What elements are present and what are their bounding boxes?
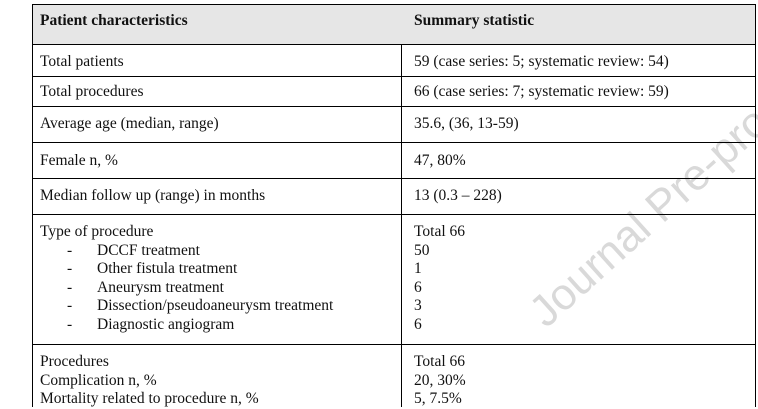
procedure-type-labels: Type of procedure - DCCF treatment - Other… [40, 223, 333, 334]
procedures-labels: Procedures Complication n, % Mortality r… [40, 353, 259, 409]
bullet-dash: - [67, 297, 73, 314]
procedure-type-heading: Type of procedure [40, 223, 154, 240]
procedure-type-item: - DCCF treatment [40, 242, 333, 261]
table-row: Average age (median, range) 35.6, (36, 1… [33, 107, 755, 143]
procedure-type-item: - Other fistula treatment [40, 260, 333, 279]
row-label: Median follow up (range) in months [40, 187, 266, 204]
procedure-type-row: Type of procedure - DCCF treatment - Other… [33, 215, 755, 345]
procedure-type-item-value: 1 [414, 260, 422, 277]
procedures-row: Procedures Complication n, % Mortality r… [33, 345, 755, 408]
complication-value: 20, 30% [414, 371, 466, 389]
row-label: Total procedures [40, 83, 144, 100]
procedure-type-item-value: 50 [414, 241, 430, 259]
bullet-dash: - [67, 260, 73, 277]
procedure-type-values: Total 66 50 1 6 3 6 [414, 223, 465, 334]
procedure-type-item-label: DCCF treatment [97, 241, 200, 259]
procedure-type-item: - Diagnostic angiogram [40, 316, 333, 335]
procedures-label: Procedures [40, 353, 109, 370]
table-row: Total procedures 66 (case series: 7; sys… [33, 77, 755, 107]
procedure-type-item-label: Diagnostic angiogram [97, 315, 235, 333]
header-summary-statistic: Summary statistic [414, 12, 535, 29]
row-value: 66 (case series: 7; systematic review: 5… [414, 83, 669, 100]
procedure-type-item-label: Other fistula treatment [97, 260, 238, 277]
row-value: 47, 80% [414, 152, 466, 169]
table-row: Median follow up (range) in months 13 (0… [33, 179, 755, 215]
bullet-dash: - [67, 315, 73, 333]
procedure-type-item: - Dissection/pseudoaneurysm treatment [40, 297, 333, 316]
procedure-type-item-label: Dissection/pseudoaneurysm treatment [97, 297, 334, 314]
column-divider [401, 5, 402, 407]
bullet-dash: - [67, 241, 73, 259]
procedure-type-item-value: 3 [414, 297, 422, 314]
table-header-row: Patient characteristics Summary statisti… [33, 5, 755, 45]
row-value: 13 (0.3 – 228) [414, 187, 502, 204]
row-label: Average age (median, range) [40, 115, 219, 132]
row-label: Female n, % [40, 152, 118, 169]
procedure-type-item-label: Aneurysm treatment [97, 278, 224, 296]
mortality-label: Mortality related to procedure n, % [40, 390, 259, 407]
table-row: Female n, % 47, 80% [33, 143, 755, 179]
row-label: Total patients [40, 53, 124, 70]
row-value: 59 (case series: 5; systematic review: 5… [414, 53, 669, 70]
header-patient-characteristics: Patient characteristics [40, 12, 188, 29]
procedure-type-item-value: 6 [414, 278, 422, 296]
procedure-type-total: Total 66 [414, 223, 466, 240]
procedures-value: Total 66 [414, 353, 466, 370]
complication-label: Complication n, % [40, 371, 157, 389]
procedures-values: Total 66 20, 30% 5, 7.5% [414, 353, 466, 409]
characteristics-table: Patient characteristics Summary statisti… [32, 4, 756, 407]
mortality-value: 5, 7.5% [414, 390, 462, 407]
procedure-type-item: - Aneurysm treatment [40, 279, 333, 298]
table-row: Total patients 59 (case series: 5; syste… [33, 45, 755, 77]
row-value: 35.6, (36, 13-59) [414, 115, 519, 132]
procedure-type-item-value: 6 [414, 315, 422, 333]
bullet-dash: - [67, 278, 73, 296]
